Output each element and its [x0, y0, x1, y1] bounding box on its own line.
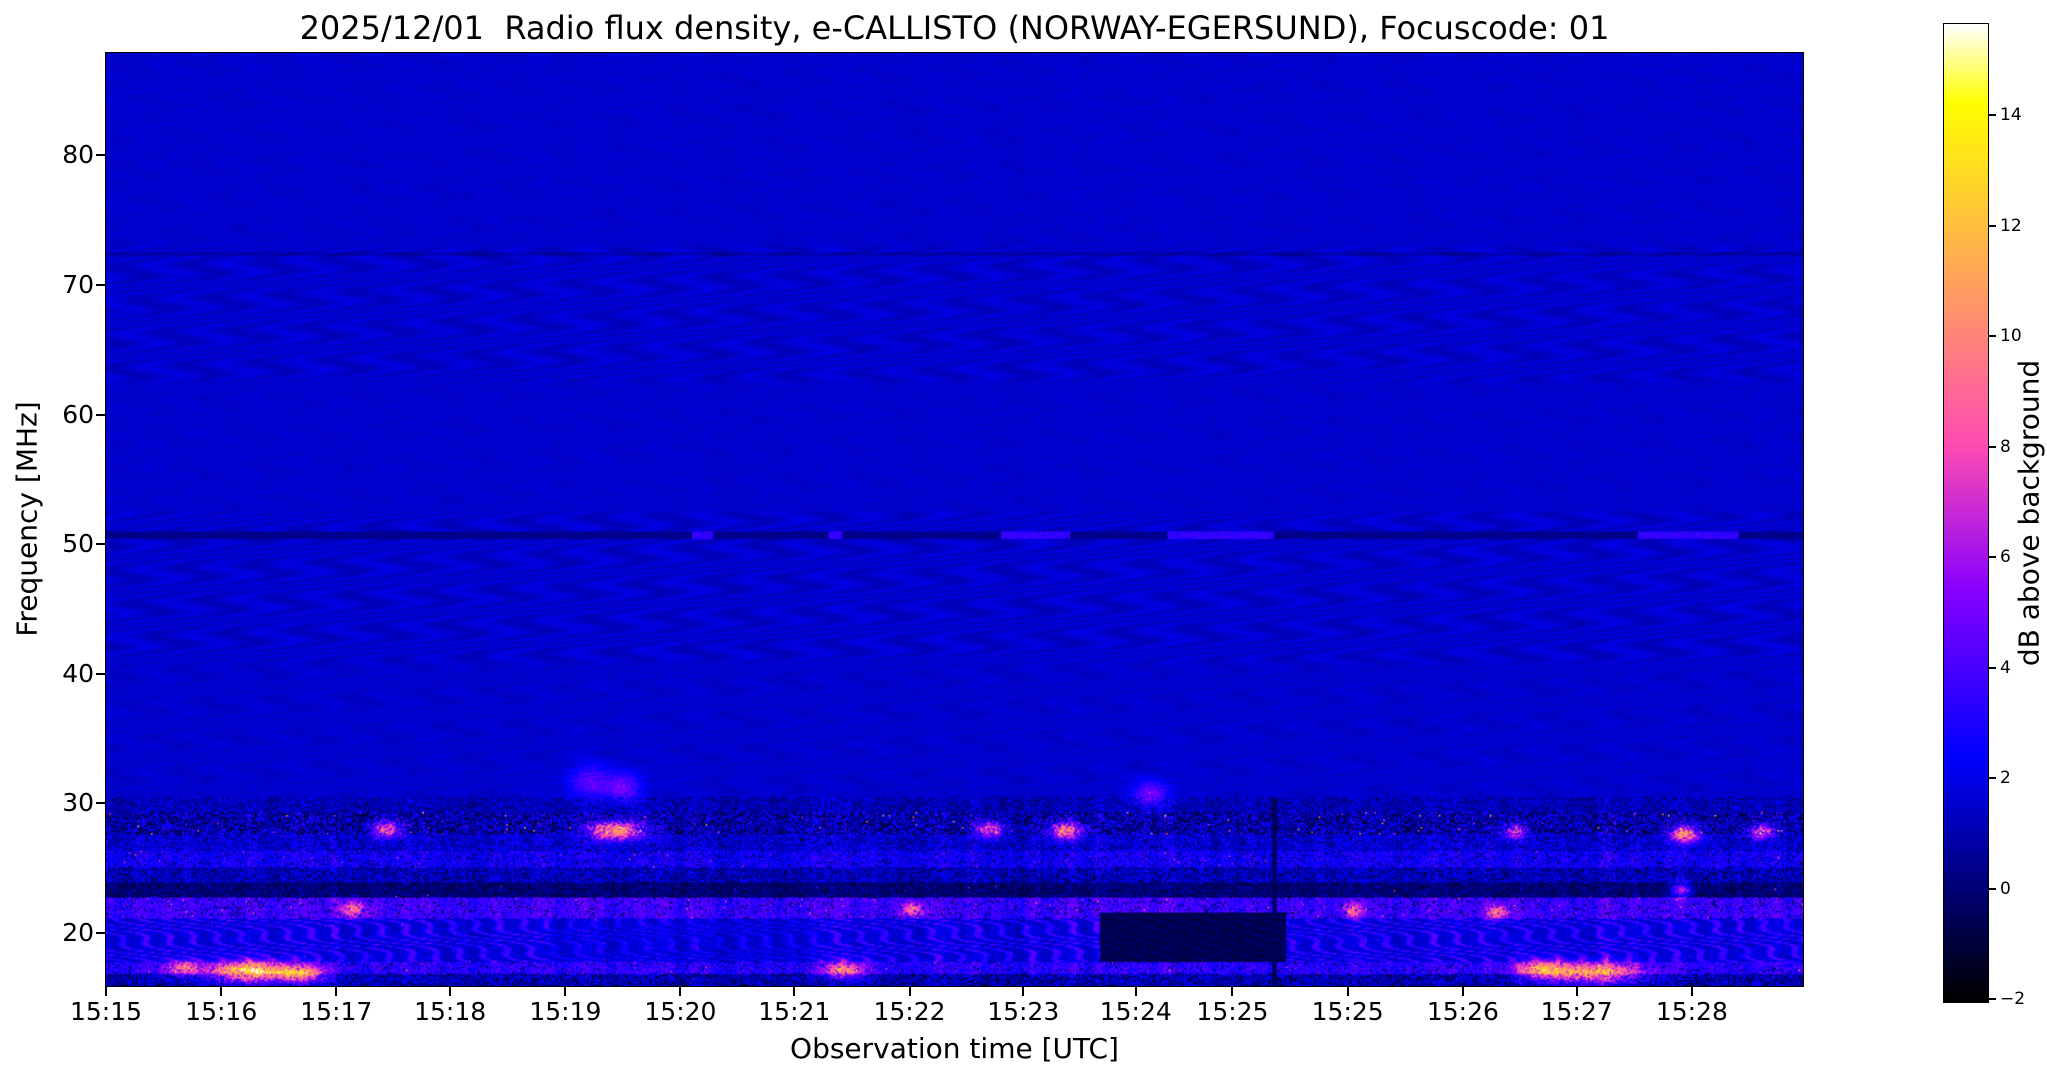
x-tick-mark: [908, 987, 911, 996]
colorbar-tick-label: 2: [2000, 768, 2011, 789]
x-tick-label: 15:22: [873, 997, 946, 1026]
x-tick-label: 15:25: [1311, 997, 1384, 1026]
y-tick-mark: [96, 154, 105, 157]
colorbar-frame: [1943, 23, 1989, 1003]
x-tick-mark: [449, 987, 452, 996]
y-tick-mark: [96, 283, 105, 286]
colorbar-tick-label: 10: [2000, 326, 2022, 347]
x-tick-label: 15:15: [69, 997, 143, 1026]
y-tick-label: 80: [62, 140, 94, 170]
y-tick-label: 60: [62, 399, 94, 429]
colorbar: [1944, 24, 1988, 1002]
x-tick-mark: [564, 987, 567, 996]
colorbar-tick-mark: [1989, 887, 1996, 890]
x-tick-mark: [679, 987, 682, 996]
colorbar-tick-mark: [1989, 666, 1996, 669]
y-tick-mark: [96, 931, 105, 934]
x-tick-mark: [335, 987, 338, 996]
y-tick-label: 40: [62, 658, 94, 688]
spectrogram-canvas: [106, 53, 1803, 986]
y-tick-label: 20: [62, 917, 94, 947]
colorbar-tick-mark: [1989, 445, 1996, 448]
y-tick-mark: [96, 802, 105, 805]
colorbar-tick-label: 14: [2000, 105, 2022, 126]
x-tick-label: 15:23: [987, 997, 1060, 1026]
y-tick-mark: [96, 672, 105, 675]
x-tick-mark: [1346, 987, 1349, 996]
colorbar-tick-label: 8: [2000, 436, 2011, 457]
x-tick-mark: [1461, 987, 1464, 996]
colorbar-tick-mark: [1989, 998, 1996, 1001]
x-tick-label: 15:16: [185, 997, 258, 1026]
x-tick-mark: [1690, 987, 1693, 996]
x-tick-label: 15:28: [1655, 997, 1728, 1026]
x-tick-label: 15:24: [1099, 997, 1172, 1026]
colorbar-tick-mark: [1989, 224, 1996, 227]
colorbar-tick-label: 4: [2000, 657, 2011, 678]
plot-frame: [105, 52, 1804, 987]
colorbar-tick-label: 12: [2000, 215, 2022, 236]
chart-title: 2025/12/01 Radio flux density, e-CALLIST…: [299, 9, 1610, 47]
x-tick-label: 15:18: [414, 997, 487, 1026]
y-tick-label: 70: [62, 269, 94, 299]
x-tick-label: 15:19: [529, 997, 602, 1026]
x-tick-mark: [1134, 987, 1137, 996]
x-tick-mark: [1022, 987, 1025, 996]
colorbar-tick-label: 6: [2000, 547, 2011, 568]
colorbar-tick-label: −2: [2000, 989, 2026, 1010]
x-tick-label: 15:20: [644, 997, 717, 1026]
x-tick-mark: [1231, 987, 1234, 996]
colorbar-tick-mark: [1989, 114, 1996, 117]
y-axis-label: Frequency [MHz]: [10, 401, 44, 637]
colorbar-tick-mark: [1989, 777, 1996, 780]
x-tick-mark: [1575, 987, 1578, 996]
colorbar-label: dB above background: [2012, 359, 2046, 667]
x-tick-mark: [793, 987, 796, 996]
y-tick-mark: [96, 543, 105, 546]
x-tick-label: 15:27: [1540, 997, 1613, 1026]
x-tick-mark: [105, 987, 107, 996]
x-tick-label: 15:26: [1426, 997, 1499, 1026]
y-tick-mark: [96, 413, 105, 416]
x-tick-mark: [220, 987, 223, 996]
colorbar-tick-mark: [1989, 335, 1996, 338]
y-tick-label: 30: [62, 788, 94, 818]
x-tick-label: 15:17: [300, 997, 373, 1026]
colorbar-tick-label: 0: [2000, 878, 2011, 899]
x-tick-label: 15:25: [1196, 997, 1269, 1026]
x-axis-label: Observation time [UTC]: [790, 1032, 1119, 1065]
colorbar-tick-mark: [1989, 556, 1996, 559]
x-tick-label: 15:21: [758, 997, 831, 1026]
y-tick-label: 50: [62, 529, 94, 559]
